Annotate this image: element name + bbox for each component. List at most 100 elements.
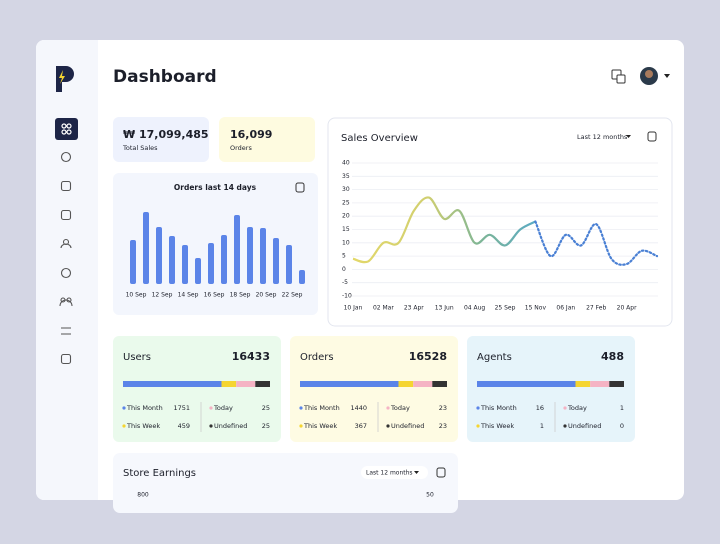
bar	[273, 238, 279, 284]
x-tick-label: 02 Mar	[373, 305, 394, 312]
legend-dot	[476, 424, 480, 428]
bar	[169, 236, 175, 284]
legend-dot	[122, 406, 126, 410]
summary-card	[113, 336, 281, 442]
bar	[208, 243, 214, 284]
row-label: Today	[213, 404, 233, 412]
card-title: Users	[123, 352, 151, 363]
period-dropdown[interactable]: Last 12 months	[577, 133, 628, 141]
y-tick-label: 25	[342, 199, 350, 206]
progress-segment	[221, 381, 237, 387]
y-tick-label: 0	[342, 266, 346, 273]
y-tick-label: 40	[342, 160, 350, 167]
logo-bolt	[59, 70, 65, 84]
bar	[260, 228, 266, 284]
bar	[234, 215, 240, 284]
row-label: This Week	[480, 422, 514, 430]
profile-caret[interactable]	[664, 74, 670, 78]
y-tick-label: 10	[342, 239, 350, 246]
card-total: 16433	[232, 350, 270, 363]
bar	[195, 258, 201, 284]
bar	[286, 245, 292, 284]
bar	[143, 212, 149, 284]
progress-segment	[398, 381, 414, 387]
stat-label: Total Sales	[122, 144, 158, 152]
legend-dot	[563, 424, 567, 428]
row-value: 16	[536, 404, 544, 412]
sales-chart-card	[327, 117, 673, 327]
y-tick-label: 5	[342, 253, 346, 260]
row-label: This Month	[303, 404, 340, 412]
period-dropdown[interactable]	[361, 466, 428, 479]
x-tick-label: 23 Apr	[404, 305, 424, 312]
orders-chart-card	[113, 173, 318, 315]
x-tick-label: 27 Feb	[586, 305, 606, 312]
row-label: Today	[390, 404, 410, 412]
sales-line	[352, 196, 536, 264]
progress-segment	[236, 381, 256, 387]
download-button[interactable]	[647, 131, 657, 142]
page-title: Dashboard	[113, 67, 217, 87]
download-button[interactable]	[436, 467, 446, 478]
x-tick-label: 12 Sep	[152, 292, 173, 299]
row-value: 25	[262, 404, 270, 412]
nav-dashboard[interactable]	[55, 118, 78, 140]
chart-title: Sales Overview	[341, 133, 418, 144]
axis-label: 800	[137, 492, 149, 499]
legend-dot	[299, 424, 303, 428]
bar	[299, 270, 305, 284]
stat-value: ₩ 17,099,485	[123, 128, 209, 141]
x-tick-label: 10 Sep	[126, 292, 147, 299]
x-tick-label: 22 Sep	[282, 292, 303, 299]
legend-dot	[563, 406, 567, 410]
progress-segment	[609, 381, 624, 387]
logo	[56, 66, 74, 92]
summary-card	[467, 336, 635, 442]
x-tick-label: 20 Sep	[256, 292, 277, 299]
legend-dot	[209, 406, 213, 410]
stat-value: 16,099	[230, 128, 272, 141]
chart-title: Orders last 14 days	[174, 183, 257, 192]
row-label: Undefined	[391, 422, 424, 430]
card-total: 488	[601, 350, 624, 363]
dropdown-label: Last 12 months	[366, 470, 413, 477]
progress-segment	[477, 381, 576, 387]
progress-segment	[123, 381, 222, 387]
legend-dot	[122, 424, 126, 428]
card-title: Agents	[477, 352, 512, 363]
x-tick-label: 14 Sep	[178, 292, 199, 299]
progress-segment	[255, 381, 270, 387]
stat-card	[113, 117, 209, 162]
y-tick-label: 15	[342, 226, 350, 233]
legend-dot	[209, 424, 213, 428]
nav-dashboard-icon	[61, 123, 72, 135]
bar	[130, 240, 136, 284]
sales-line-forecast	[534, 220, 659, 266]
y-tick-label: 30	[342, 186, 350, 193]
download-button[interactable]	[295, 182, 305, 193]
row-value: 23	[439, 422, 447, 430]
bar	[182, 245, 188, 284]
x-tick-label: 25 Sep	[495, 305, 516, 312]
row-value: 1	[620, 404, 624, 412]
legend-dot	[476, 406, 480, 410]
row-label: This Week	[126, 422, 160, 430]
row-value: 1440	[350, 404, 367, 412]
bar	[221, 235, 227, 284]
bar	[247, 227, 253, 284]
progress-segment	[300, 381, 399, 387]
progress-segment	[413, 381, 433, 387]
progress-segment	[432, 381, 447, 387]
row-label: This Week	[303, 422, 337, 430]
legend-dot	[386, 406, 390, 410]
nav-icons[interactable]	[59, 151, 73, 365]
stat-card	[219, 117, 315, 162]
sidebar	[36, 40, 98, 500]
row-label: Today	[567, 404, 587, 412]
x-tick-label: 13 Jun	[435, 305, 454, 312]
bar	[156, 227, 162, 284]
card-title: Orders	[300, 352, 334, 363]
row-value: 367	[355, 422, 367, 430]
row-value: 25	[262, 422, 270, 430]
